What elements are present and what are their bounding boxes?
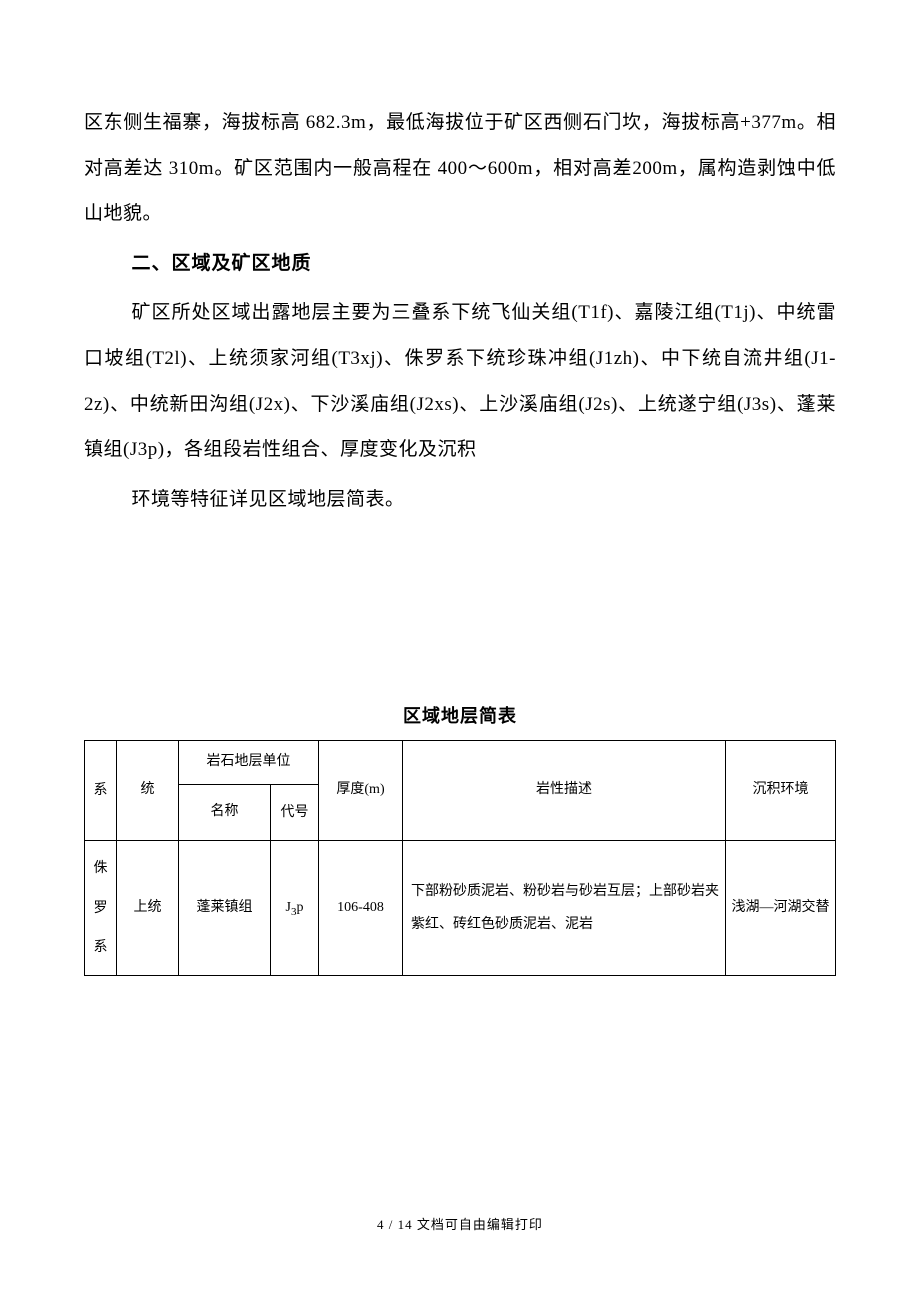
- code-suffix: p: [296, 900, 303, 915]
- page-footer: 4 / 14 文档可自由编辑打印: [0, 1214, 920, 1233]
- header-code: 代号: [271, 785, 319, 841]
- table-header: 系 统 岩石地层单位 厚度(m) 岩性描述 沉积环境 名称 代号: [85, 741, 836, 841]
- cell-environment: 浅湖—河湖交替: [726, 841, 836, 976]
- system-char-1: 侏: [94, 861, 108, 876]
- system-char-3: 系: [94, 940, 108, 955]
- header-environment: 沉积环境: [726, 741, 836, 841]
- footer-note: 文档可自由编辑打印: [417, 1217, 543, 1232]
- cell-thickness: 106-408: [319, 841, 403, 976]
- header-name: 名称: [179, 785, 271, 841]
- header-lithology: 岩性描述: [403, 741, 726, 841]
- header-thickness: 厚度(m): [319, 741, 403, 841]
- cell-lithology: 下部粉砂质泥岩、粉砂岩与砂岩互层；上部砂岩夹紫红、砖红色砂质泥岩、泥岩: [403, 841, 726, 976]
- document-page: 区东侧生福寨，海拔标高 682.3m，最低海拔位于矿区西侧石门坎，海拔标高+37…: [0, 0, 920, 1036]
- system-char-2: 罗: [94, 901, 108, 916]
- body-text-container: 区东侧生福寨，海拔标高 682.3m，最低海拔位于矿区西侧石门坎，海拔标高+37…: [84, 100, 836, 522]
- table-header-row-1: 系 统 岩石地层单位 厚度(m) 岩性描述 沉积环境: [85, 741, 836, 785]
- cell-system: 侏 罗 系: [85, 841, 117, 976]
- cell-code: J3p: [271, 841, 319, 976]
- paragraph-3: 环境等特征详见区域地层简表。: [84, 477, 836, 523]
- table-title: 区域地层简表: [84, 702, 836, 728]
- cell-series: 上统: [117, 841, 179, 976]
- table-row: 侏 罗 系 上统 蓬莱镇组 J3p 106-408 下部粉砂质泥岩、粉砂岩与砂岩…: [85, 841, 836, 976]
- header-series: 统: [117, 741, 179, 841]
- paragraph-2: 矿区所处区域出露地层主要为三叠系下统飞仙关组(T1f)、嘉陵江组(T1j)、中统…: [84, 290, 836, 472]
- section-heading: 二、区域及矿区地质: [84, 241, 836, 287]
- paragraph-1: 区东侧生福寨，海拔标高 682.3m，最低海拔位于矿区西侧石门坎，海拔标高+37…: [84, 100, 836, 237]
- header-rock-unit: 岩石地层单位: [179, 741, 319, 785]
- footer-page-total: 14: [398, 1217, 413, 1232]
- header-system: 系: [85, 741, 117, 841]
- cell-name: 蓬莱镇组: [179, 841, 271, 976]
- footer-slash: /: [389, 1217, 398, 1232]
- footer-page-current: 4: [377, 1217, 385, 1232]
- stratigraphic-table: 系 统 岩石地层单位 厚度(m) 岩性描述 沉积环境 名称 代号 侏 罗 系 上…: [84, 740, 836, 976]
- table-body: 侏 罗 系 上统 蓬莱镇组 J3p 106-408 下部粉砂质泥岩、粉砂岩与砂岩…: [85, 841, 836, 976]
